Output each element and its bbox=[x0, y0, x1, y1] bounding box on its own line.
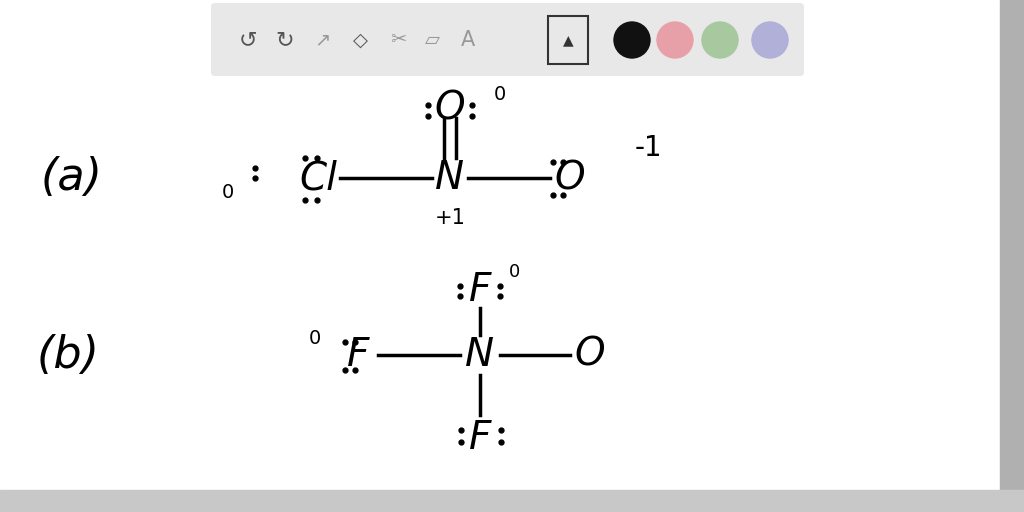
Text: ↻: ↻ bbox=[275, 30, 294, 50]
Text: ✂: ✂ bbox=[390, 31, 407, 50]
Text: (a): (a) bbox=[41, 157, 103, 200]
Circle shape bbox=[752, 22, 788, 58]
Text: F: F bbox=[469, 419, 492, 457]
FancyBboxPatch shape bbox=[211, 3, 804, 76]
Text: ▲: ▲ bbox=[562, 33, 573, 47]
Bar bbox=[0, 490, 1024, 512]
Text: O: O bbox=[574, 336, 605, 374]
Circle shape bbox=[614, 22, 650, 58]
Text: -1: -1 bbox=[634, 134, 662, 162]
Circle shape bbox=[657, 22, 693, 58]
Text: 0: 0 bbox=[222, 183, 234, 203]
Text: ↺: ↺ bbox=[239, 30, 257, 50]
Text: 0: 0 bbox=[508, 263, 519, 281]
Text: +1: +1 bbox=[434, 208, 466, 228]
Text: N: N bbox=[435, 159, 465, 197]
Text: 0: 0 bbox=[309, 329, 322, 348]
Bar bbox=[548, 16, 588, 64]
Text: F: F bbox=[347, 336, 370, 374]
Text: Cl: Cl bbox=[299, 159, 337, 197]
Text: O: O bbox=[555, 159, 586, 197]
Circle shape bbox=[702, 22, 738, 58]
Text: N: N bbox=[466, 336, 495, 374]
Text: 0: 0 bbox=[494, 86, 506, 104]
Bar bbox=[1000, 0, 1024, 512]
Text: ↗: ↗ bbox=[313, 31, 330, 50]
Text: ▱: ▱ bbox=[425, 31, 439, 50]
Text: F: F bbox=[469, 271, 492, 309]
Text: A: A bbox=[461, 30, 475, 50]
Text: (b): (b) bbox=[37, 333, 99, 376]
Text: O: O bbox=[434, 89, 465, 127]
Text: ◇: ◇ bbox=[352, 31, 368, 50]
